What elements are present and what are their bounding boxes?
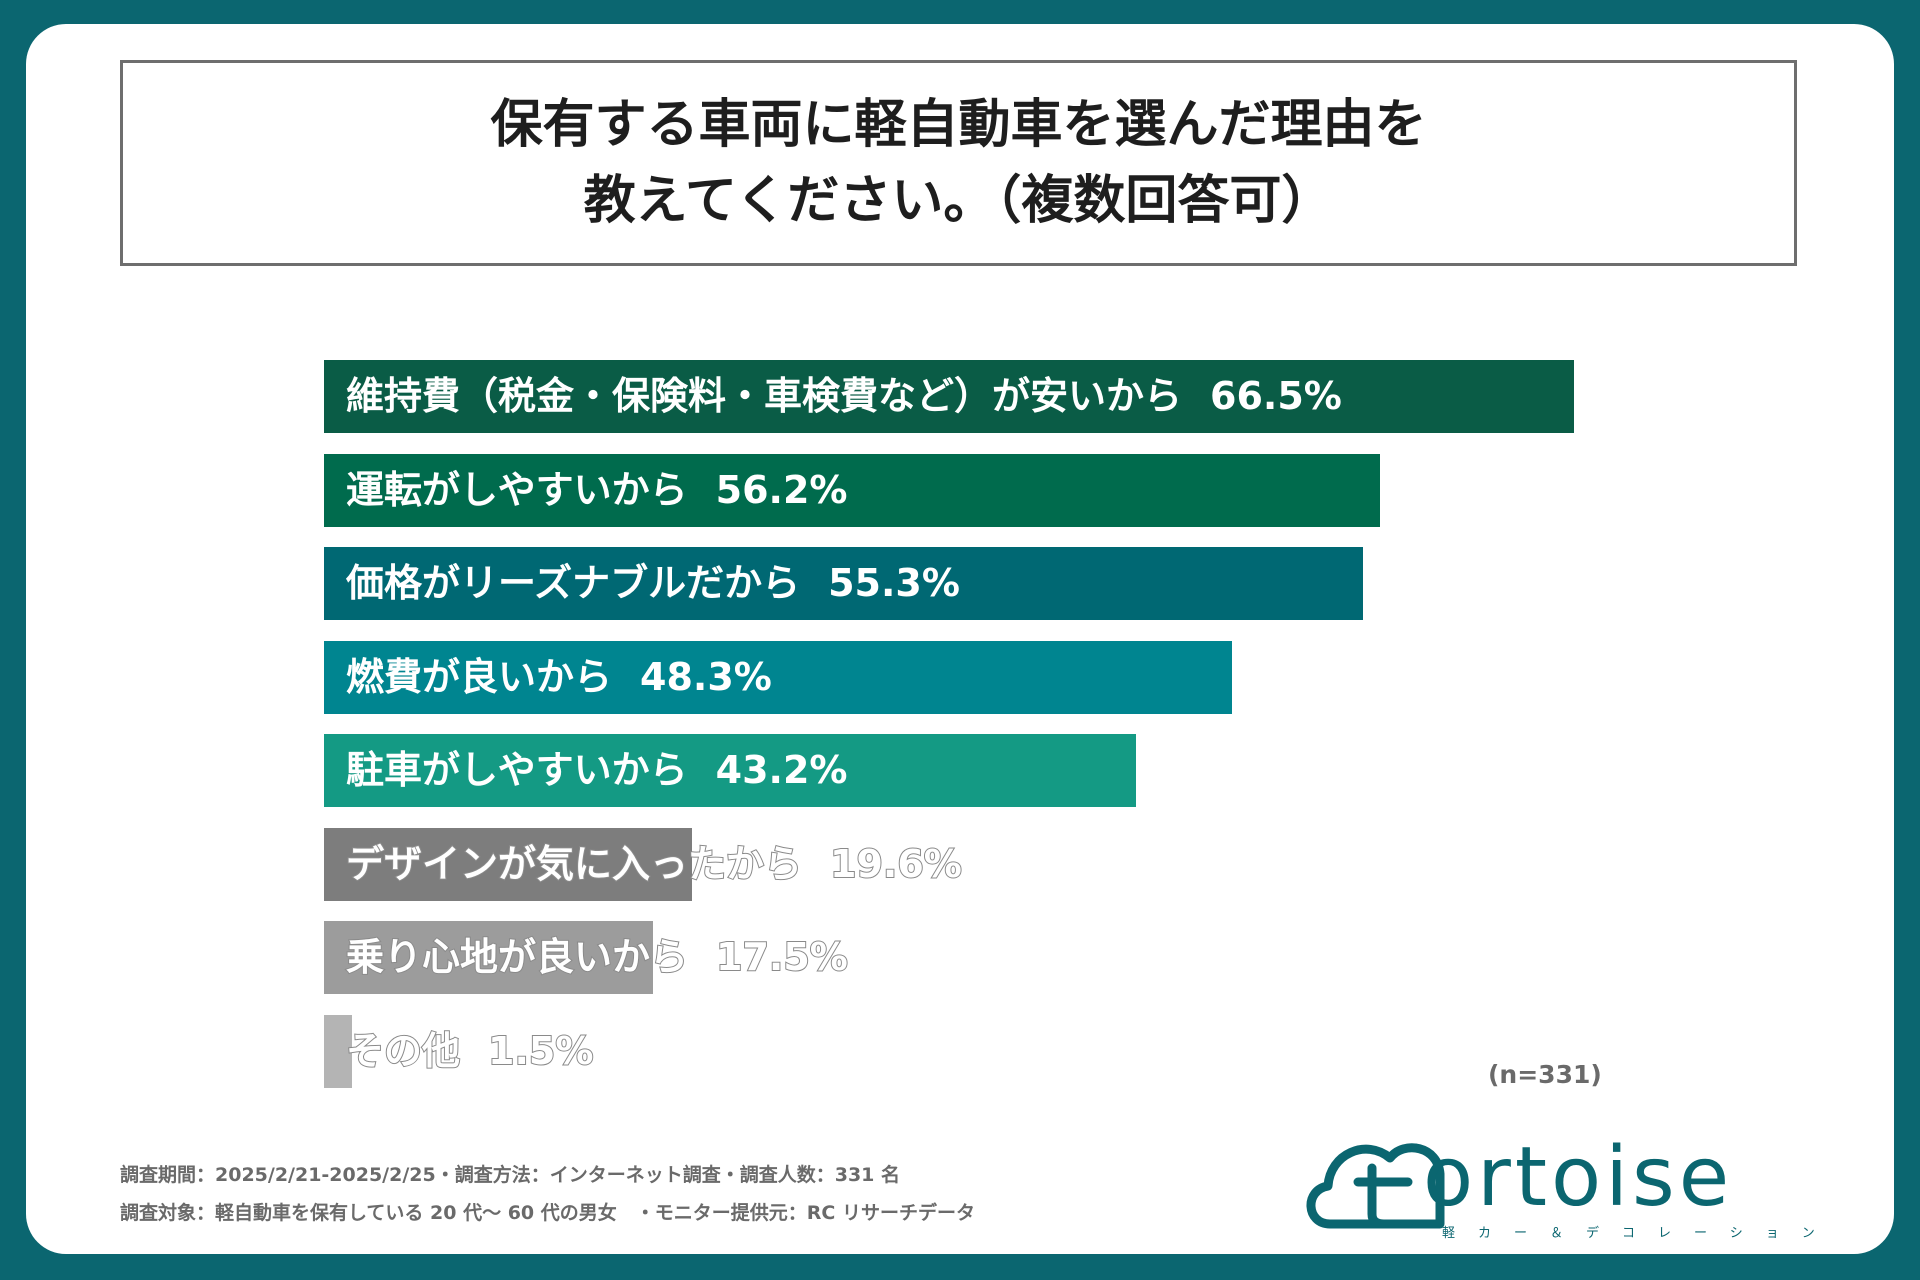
bar-label-7: 乗り心地が良いから 17.5% [345,921,849,994]
bar-6 [324,828,692,901]
logo-tagline: 軽カー＆デコレーション [1442,1226,1838,1241]
bar-4 [324,641,1232,714]
bar-value-label: 19.6% [829,841,963,887]
bar-label-8: その他 1.5% [345,1015,594,1088]
logo-t-icon [1353,1163,1413,1229]
bar-category-label: デザインが気に入ったから [345,841,803,887]
logo-cloud-icon [1306,1143,1445,1229]
bar-1 [324,360,1574,433]
bar-label-3: 価格がリーズナブルだから 55.3% [346,547,960,620]
bar-value-label: 55.3% [828,561,960,605]
bar-value-label: 48.3% [640,655,772,699]
chart-title-box: 保有する車両に軽自動車を選んだ理由を 教えてください。（複数回答可） [120,60,1797,266]
bar-category-label: 乗り心地が良いから [345,934,689,980]
survey-info-line-1: 調査期間：2025/2/21-2025/2/25・調査方法：インターネット調査・… [120,1164,901,1186]
bar-category-label: その他 [345,1028,461,1074]
tortoise-logo [1306,1143,1445,1229]
bar-label-5: 駐車がしやすいから 43.2% [346,734,847,807]
bar-label-6: デザインが気に入ったから 19.6% [345,828,963,901]
bar-value-label: 43.2% [715,748,848,792]
bar-3 [324,547,1363,620]
bar-8 [324,1015,352,1088]
bar-label-2: 運転がしやすいから 56.2% [346,454,847,527]
bar-value-label: 17.5% [715,934,849,980]
bar-category-label: 駐車がしやすいから [346,748,688,792]
bar-5 [324,734,1136,807]
chart-title-line-1: 保有する車両に軽自動車を選んだ理由を [490,95,1427,155]
bar-label-1: 維持費（税金・保険料・車検費など）が安いから 66.5% [346,360,1342,433]
bar-7 [324,921,653,994]
bar-category-label: 運転がしやすいから [346,468,688,512]
survey-info-line-2: 調査対象：軽自動車を保有している 20 代〜 60 代の男女 ・モニター提供元：… [120,1202,975,1224]
bar-2 [324,454,1380,527]
bar-value-label: 56.2% [715,468,848,512]
bar-value-label: 1.5% [487,1028,594,1074]
bar-value-label: 66.5% [1210,374,1342,418]
logo-wordmark: ortoise [1423,1130,1734,1225]
chart-title-line-2: 教えてください。（複数回答可） [583,171,1334,231]
sample-size-note: (n=331) [1488,1060,1602,1089]
bar-category-label: 価格がリーズナブルだから [346,561,801,605]
bar-category-label: 維持費（税金・保険料・車検費など）が安いから [346,374,1183,418]
bar-label-4: 燃費が良いから 48.3% [346,641,772,714]
bar-category-label: 燃費が良いから [346,655,613,699]
